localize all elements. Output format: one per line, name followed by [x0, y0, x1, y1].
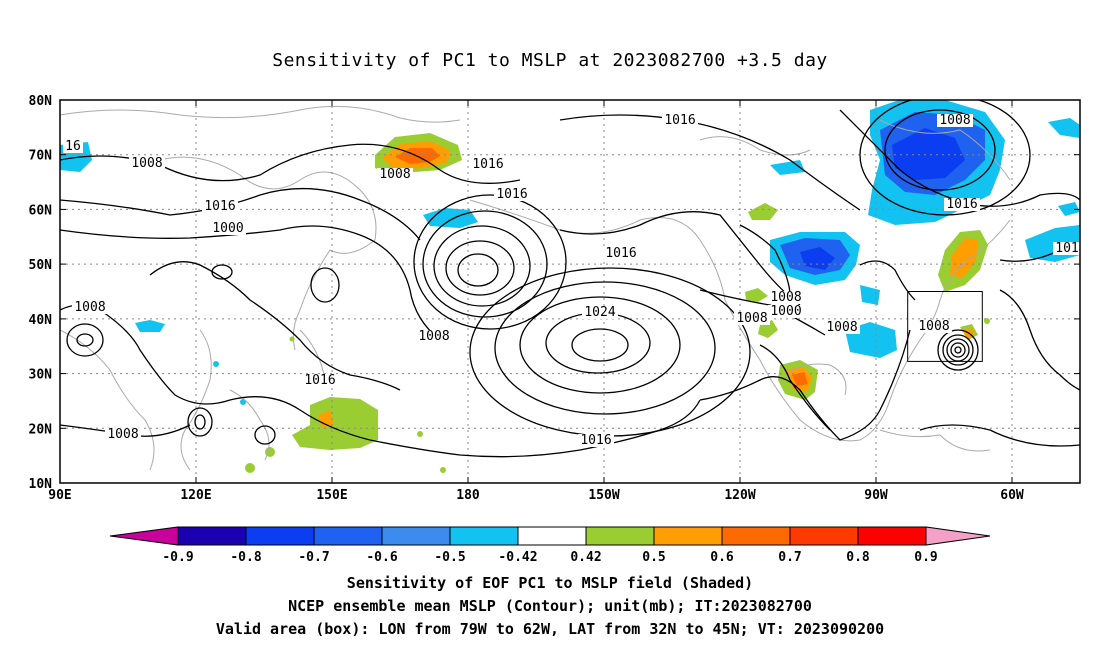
lat-label: 50N: [29, 258, 53, 273]
colorbar-min-arrow: [109, 526, 179, 546]
colorbar-tick-label: -0.7: [298, 550, 329, 565]
contour-label: 1016: [472, 157, 503, 172]
colorbar-tick-label: 0.7: [778, 550, 801, 565]
colorbar-segment: [653, 526, 723, 546]
lat-label: 20N: [29, 422, 53, 437]
contour-label: 1016: [496, 187, 527, 202]
map-frame: [59, 99, 1081, 484]
contour-label: 1008: [826, 320, 857, 335]
contour-label: 1000: [212, 221, 243, 236]
colorbar-tick-label: -0.6: [366, 550, 397, 565]
colorbar-segment: [585, 526, 655, 546]
colorbar-tick-label: 0.8: [846, 550, 870, 565]
contour-label: 1008: [918, 319, 949, 334]
footer-line-1: Sensitivity of EOF PC1 to MSLP field (Sh…: [346, 574, 754, 592]
colorbar-tick-label: -0.8: [230, 550, 261, 565]
lat-label: 40N: [29, 313, 53, 328]
contour-label: 1016: [946, 197, 977, 212]
colorbar-tick-label: 0.9: [914, 550, 937, 565]
colorbar-segment: [313, 526, 383, 546]
valid-area-box: [907, 291, 983, 362]
lat-label: 60N: [29, 203, 53, 218]
colorbar-tick-label: -0.5: [434, 550, 465, 565]
colorbar-tick-label: 0.6: [710, 550, 734, 565]
lon-label: 60W: [1000, 488, 1024, 503]
lat-label: 80N: [29, 94, 53, 109]
contour-labels: 1610081008101610161000101610081016102410…: [63, 113, 1081, 448]
footer-line-3: Valid area (box): LON from 79W to 62W, L…: [215, 620, 885, 638]
contour-label: 16: [65, 139, 81, 154]
lon-label: 120E: [180, 488, 211, 503]
contour-label: 1024: [584, 305, 615, 320]
colorbar-tick-label: 0.42: [570, 550, 601, 565]
contour-label: 1016: [204, 199, 235, 214]
lat-label: 30N: [29, 368, 53, 383]
lon-label: 120W: [724, 488, 755, 503]
colorbar-segment: [245, 526, 315, 546]
colorbar-segment: [857, 526, 927, 546]
lat-label: 70N: [29, 149, 53, 164]
map-title: Sensitivity of PC1 to MSLP at 2023082700…: [272, 50, 828, 71]
contour-label: 1008: [379, 167, 410, 182]
colorbar-segment: [177, 526, 247, 546]
contour-label: 1008: [131, 156, 162, 171]
colorbar: -0.9 -0.8 -0.7 -0.6 -0.5 -0.42 0.42 0.5 0.6 0.7 0.…: [109, 526, 991, 565]
contour-label: 1016: [605, 246, 636, 261]
colorbar-segment: [517, 526, 587, 546]
footer-line-2: NCEP ensemble mean MSLP (Contour); unit(…: [288, 597, 812, 615]
colorbar-segment: [789, 526, 859, 546]
contour-label: 1016: [664, 113, 695, 128]
lon-label: 90W: [864, 488, 888, 503]
contour-label: 1008: [74, 300, 105, 315]
lon-label: 180: [456, 488, 480, 503]
contour-label: 1000: [770, 304, 801, 319]
lat-label: 10N: [29, 477, 53, 492]
contour-label: 1016: [304, 373, 335, 388]
contour-label: 1008: [736, 311, 767, 326]
colorbar-segment: [449, 526, 519, 546]
axis-ticks: [59, 99, 1080, 484]
contour-label: 101: [1055, 241, 1078, 256]
lon-label: 150W: [588, 488, 619, 503]
contour-label: 1008: [770, 290, 801, 305]
contour-label: 1008: [107, 427, 138, 442]
colorbar-tick-label: -0.9: [162, 550, 193, 565]
contour-label: 1008: [418, 329, 449, 344]
lon-label: 150E: [316, 488, 347, 503]
colorbar-segment: [721, 526, 791, 546]
contour-label: 1016: [580, 433, 611, 448]
lon-label: 90E: [48, 488, 71, 503]
colorbar-tick-label: -0.42: [498, 550, 537, 565]
colorbar-segment: [381, 526, 451, 546]
colorbar-max-arrow: [925, 526, 991, 546]
contour-label: 1008: [939, 113, 970, 128]
colorbar-tick-label: 0.5: [642, 550, 665, 565]
